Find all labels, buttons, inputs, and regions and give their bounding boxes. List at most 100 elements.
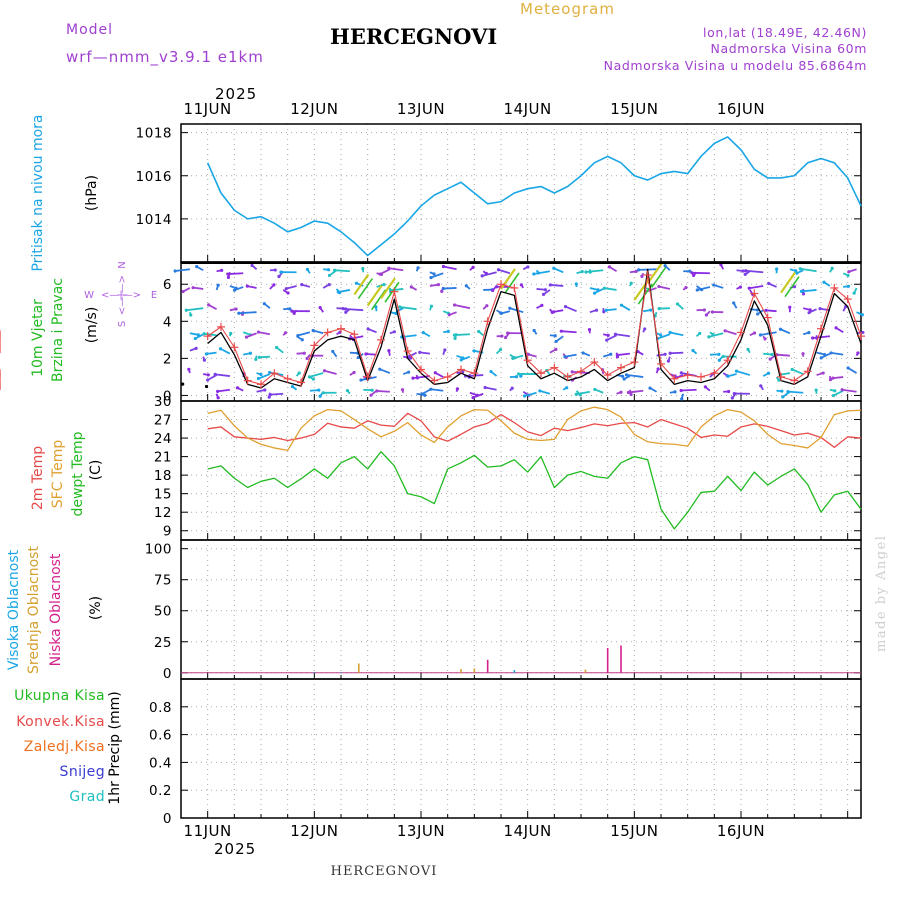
wind-arrow-head — [333, 269, 336, 272]
wind-arrow — [566, 307, 577, 312]
wind-arrow — [377, 391, 390, 392]
wind-arrow-head — [216, 390, 219, 393]
wind-arrow-head — [608, 265, 611, 268]
wind-arrow-head — [663, 353, 666, 356]
y-tick-label: 0.6 — [149, 728, 172, 744]
wind-arrow-head — [640, 275, 643, 278]
wind-unit: (m/s) — [84, 307, 100, 344]
wind-arrow-head — [818, 307, 821, 310]
wind-arrow-head — [658, 307, 661, 310]
compass-w: W — [84, 290, 94, 301]
wind-arrow-head — [746, 348, 749, 351]
wind-arrow-head — [185, 309, 188, 312]
wind-arrow-head — [317, 388, 320, 391]
wind-arrow-head — [355, 282, 358, 285]
wind-arrow — [534, 271, 550, 274]
wind-arrow-head — [526, 265, 529, 268]
wind-arrow — [659, 287, 670, 289]
precip-legend-item: Snijeg — [60, 764, 105, 780]
wind-arrow-head — [669, 352, 672, 355]
wind-arrow-head — [442, 287, 445, 290]
wind-arrow-head — [203, 332, 206, 335]
wind-arrow-head — [759, 384, 762, 387]
x-day-label-bottom: 15JUN — [610, 822, 658, 840]
wind-arrow-head — [387, 267, 390, 270]
wind-arrow-head — [346, 389, 349, 392]
wind-arrow-head — [511, 387, 514, 390]
y-tick-label: 1016 — [136, 169, 172, 185]
elevation-info: Nadmorska Visina 60m — [711, 41, 867, 56]
wind-arrow-head — [506, 332, 509, 335]
wind-arrow-head — [361, 267, 364, 270]
panels: 1014101610180246912151821242730025507510… — [0, 100, 865, 840]
wind-arrow-head — [465, 284, 468, 287]
wind-arrow-head — [571, 370, 574, 373]
wind-arrow-head — [605, 309, 608, 312]
wind-arrow-head — [753, 331, 756, 334]
wind-arrow-head — [533, 329, 536, 332]
wind-arrow-head — [517, 372, 520, 375]
wind-arrow-head — [456, 387, 459, 390]
wind-arrow-head — [398, 305, 401, 308]
wind-arrow-head — [504, 336, 507, 339]
wind-arrow-head — [471, 266, 474, 269]
pressure-line — [208, 137, 861, 256]
wind-arrow-head — [696, 288, 699, 291]
y-tick-label: 1018 — [136, 126, 172, 142]
wind-arrow-head — [847, 366, 850, 369]
wind-arrow — [270, 394, 283, 395]
wind-arrow — [604, 288, 616, 290]
wind-arrow-head — [217, 284, 220, 287]
wind-arrow-head — [630, 282, 633, 285]
wind-arrow-head — [258, 356, 261, 359]
wind-arrow-head — [575, 282, 578, 285]
wind-arrow-head — [584, 270, 587, 273]
wind-arrow-head — [748, 287, 751, 290]
x-day-label-top: 12JUN — [290, 100, 338, 118]
wind-arrow-head — [407, 371, 410, 374]
wind-arrow-head — [564, 305, 567, 308]
wind-arrow — [175, 269, 190, 271]
panel-frame — [181, 540, 861, 679]
wind-arrow-strong — [781, 273, 795, 293]
wind-arrow-head — [581, 270, 584, 273]
wind-arrow-head — [532, 272, 535, 275]
wind-arrow-head — [181, 383, 184, 386]
wind-arrow-head — [401, 388, 404, 391]
wind-arrow-head — [430, 305, 433, 308]
wind-arrow-head — [744, 269, 747, 272]
model-name: wrf—nmm_v3.9.1 e1km — [66, 48, 264, 67]
wind-arrow-head — [833, 389, 836, 392]
wind-arrow-head — [259, 373, 262, 376]
wind-arrow-head — [453, 337, 456, 340]
wind-arrow-head — [657, 367, 660, 370]
wind-arrow-head — [603, 287, 606, 290]
wind-arrow-head — [306, 357, 309, 360]
model-elevation-info: Nadmorska Visina u modelu 85.6864m — [604, 58, 867, 73]
y-tick-label: 0 — [163, 666, 172, 682]
wind-arrow — [239, 312, 257, 313]
wind-arrow-head — [523, 394, 526, 397]
wind-arrow-head — [767, 282, 770, 285]
precip-axis-title: 1hr Precip (mm) — [107, 691, 123, 804]
wind-arrow-head — [595, 309, 598, 312]
wind-arrow-head — [416, 266, 419, 269]
wind-arrow-head — [249, 352, 252, 355]
wind-arrow-head — [411, 377, 414, 380]
wind-arrow-head — [756, 312, 759, 315]
wind-arrow — [498, 270, 509, 273]
wind-arrow-head — [432, 272, 435, 275]
wind-arrow-head — [393, 330, 396, 333]
y-tick-label: 2 — [163, 351, 172, 367]
wind-arrow-head — [673, 390, 676, 393]
wind-arrow — [186, 308, 203, 310]
wind-arrow-head — [500, 312, 503, 315]
wind-arrow-head — [841, 388, 844, 391]
wind-arrow-head — [418, 351, 421, 354]
wind-arrow-head — [275, 346, 278, 349]
wind-arrow-head — [308, 375, 311, 378]
pressure-axis-title: Pritisak na nivou mora — [30, 114, 46, 271]
wind-arrow-head — [563, 355, 566, 358]
wind-arrow — [760, 332, 776, 335]
wind-arrow-head — [489, 370, 492, 373]
